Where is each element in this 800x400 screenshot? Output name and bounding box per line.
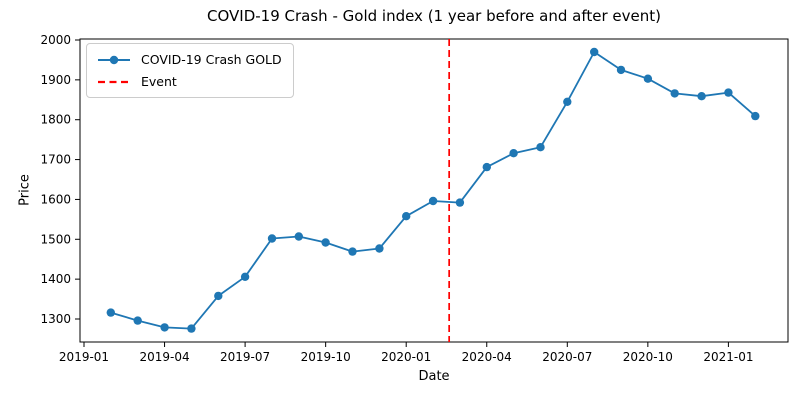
legend-entry-event: Event [96, 72, 282, 91]
data-point [240, 272, 250, 281]
legend-marker-sample [109, 55, 119, 64]
y-tick-label: 1700 [40, 153, 71, 167]
data-point [670, 89, 679, 98]
y-tick-label: 1400 [40, 272, 71, 286]
x-tick-label: 2019-10 [301, 350, 351, 364]
data-point [402, 212, 411, 221]
plot-border [79, 38, 789, 343]
y-tick-label: 1800 [40, 113, 71, 127]
y-tick-label: 1300 [40, 312, 71, 326]
dashed-line-icon [98, 80, 130, 83]
data-point [563, 97, 572, 107]
y-tick-label: 2000 [40, 33, 71, 47]
data-point [616, 65, 626, 75]
x-axis-label: Date [418, 369, 450, 384]
data-point [536, 143, 545, 152]
chart-title: COVID-19 Crash - Gold index (1 year befo… [207, 7, 661, 25]
data-point [160, 323, 169, 332]
data-point [590, 47, 599, 57]
x-tick-label: 2020-01 [381, 350, 431, 364]
data-point [348, 247, 357, 256]
y-tick-label: 1900 [40, 73, 71, 87]
legend: COVID-19 Crash GOLD Event [86, 43, 294, 98]
data-point [482, 162, 491, 172]
data-point [455, 198, 465, 207]
x-tick-label: 2020-07 [542, 350, 592, 364]
data-point [697, 92, 706, 101]
data-point [643, 74, 653, 83]
data-point [509, 149, 518, 158]
x-tick-label: 2020-10 [623, 350, 673, 364]
data-point [428, 196, 438, 206]
x-tick-label: 2019-07 [220, 350, 270, 364]
x-tick-label: 2020-04 [462, 350, 512, 364]
y-axis-label: Price [17, 174, 33, 206]
legend-event-label: Event [141, 74, 177, 89]
data-point [321, 238, 330, 247]
legend-series-label: COVID-19 Crash GOLD [141, 52, 282, 67]
legend-entry-series: COVID-19 Crash GOLD [96, 50, 282, 69]
x-tick-label: 2019-04 [139, 350, 189, 364]
line-with-marker-icon [98, 55, 130, 64]
data-point [294, 232, 303, 241]
data-point [724, 88, 733, 97]
y-tick-label: 1600 [40, 192, 71, 206]
x-tick-label: 2021-01 [703, 350, 753, 364]
data-point [375, 244, 384, 253]
data-point [133, 316, 142, 325]
data-point [214, 291, 223, 301]
data-point [106, 308, 116, 317]
data-point [187, 324, 196, 333]
x-tick-label: 2019-01 [59, 350, 109, 364]
data-point [751, 111, 760, 121]
y-tick-label: 1500 [40, 232, 71, 246]
data-point [267, 234, 277, 243]
